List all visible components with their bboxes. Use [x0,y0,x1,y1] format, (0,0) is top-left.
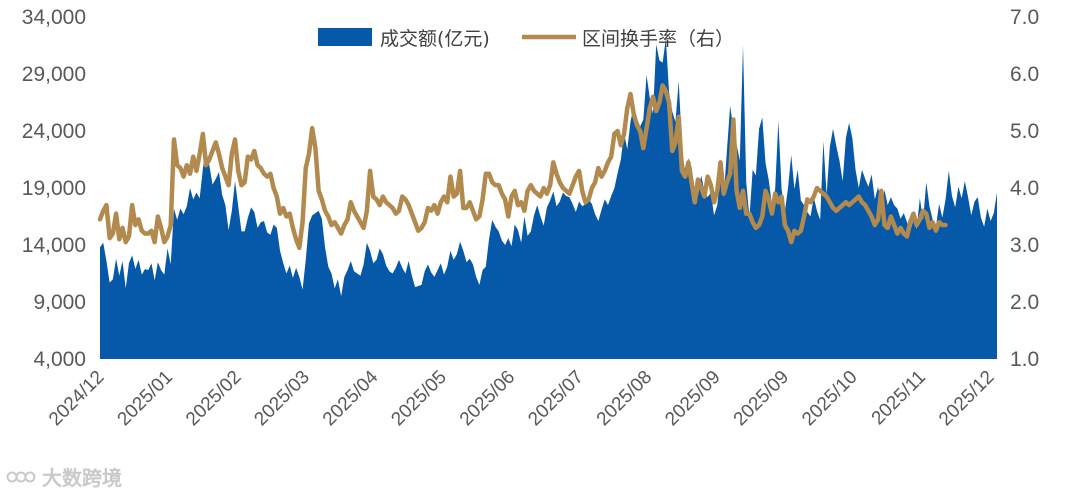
x-tick-label: 2025/12 [935,367,998,430]
y-left-tick-label: 29,000 [22,63,86,86]
watermark: 大数跨境 [6,462,122,491]
x-tick-label: 2025/01 [114,367,177,430]
x-tick-label: 2025/07 [524,367,587,430]
x-tick-label: 2024/12 [45,367,108,430]
series-turnover-line [97,83,948,251]
legend-label-volume: 成交额(亿元) [380,28,490,50]
y-right-tick-label: 5.0 [1010,120,1039,143]
y-left-tick-label: 19,000 [22,177,86,200]
x-tick-label: 2025/09 [730,367,793,430]
plot-area [97,38,997,359]
y-right-tick-label: 3.0 [1010,234,1039,257]
y-left-tick-label: 34,000 [22,6,86,29]
y-right-tick-label: 6.0 [1010,63,1039,86]
y-left-tick-label: 24,000 [22,120,86,143]
x-tick-label: 2025/10 [798,367,861,430]
x-tick-label: 2025/05 [387,367,450,430]
x-tick-label: 2025/09 [661,367,724,430]
x-tick-label: 2025/11 [868,367,930,429]
y-left-tick-label: 4,000 [33,348,86,371]
y-right-tick-label: 7.0 [1010,6,1039,29]
y-left-tick-label: 14,000 [22,234,86,257]
y-axis-right: 1.0 2.0 3.0 4.0 5.0 6.0 7.0 [1010,6,1039,371]
x-tick-label: 2025/08 [593,367,656,430]
y-right-tick-label: 1.0 [1010,348,1039,371]
y-right-tick-label: 4.0 [1010,177,1039,200]
brand-logo-icon [6,471,36,482]
watermark-text: 大数跨境 [42,466,122,490]
x-tick-label: 2025/06 [456,367,519,430]
x-tick-label: 2025/02 [182,367,245,430]
series-volume-area [100,38,997,359]
x-axis: 2024/12 2025/01 2025/02 2025/03 2025/04 2025/… [45,366,998,430]
x-tick-label: 2025/03 [251,367,314,430]
y-left-tick-label: 9,000 [33,291,86,314]
y-right-tick-label: 2.0 [1010,291,1039,314]
legend-swatch-volume [318,28,372,46]
y-axis-left: 4,000 9,000 14,000 19,000 24,000 29,000 34,000 [22,6,86,371]
x-tick-label: 2025/04 [319,366,383,430]
legend-label-turnover: 区间换手率（右） [582,28,734,50]
legend: 成交额(亿元) 区间换手率（右） [318,28,734,50]
